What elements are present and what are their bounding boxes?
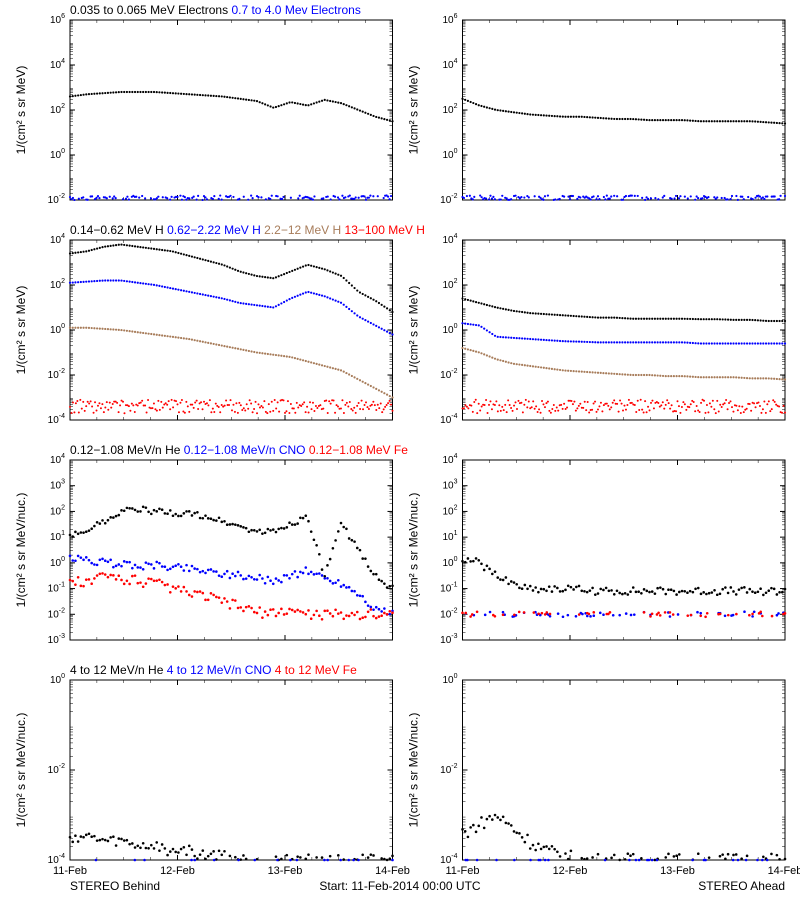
svg-text:100: 100 [50,673,65,686]
svg-text:100: 100 [442,148,457,161]
svg-text:10-4: 10-4 [48,413,65,426]
svg-text:102: 102 [50,278,65,291]
svg-text:103: 103 [442,479,457,492]
svg-text:100: 100 [442,556,457,569]
svg-text:10-1: 10-1 [440,582,457,595]
svg-text:12-Feb: 12-Feb [160,865,195,877]
svg-text:14-Feb: 14-Feb [768,865,800,877]
svg-text:102: 102 [442,504,457,517]
particle-flux-figure: 10-2 100 102 104 106 1/(cm² s sr MeV) 10-2 100 1… [0,0,800,900]
svg-text:10-2: 10-2 [440,368,457,381]
svg-text:102: 102 [50,504,65,517]
svg-text:10-3: 10-3 [48,633,65,646]
svg-text:12-Feb: 12-Feb [553,865,588,877]
svg-text:100: 100 [442,323,457,336]
svg-text:0.035 to 0.065 MeV Electrons: 0.035 to 0.065 MeV Electrons 0.7 to 4.0 … [70,3,361,17]
svg-text:14-Feb: 14-Feb [375,865,410,877]
svg-text:102: 102 [442,103,457,116]
svg-text:104: 104 [442,233,457,246]
svg-text:1/(cm² s sr MeV/nuc.): 1/(cm² s sr MeV/nuc.) [407,713,421,828]
svg-text:1/(cm² s sr MeV): 1/(cm² s sr MeV) [14,286,28,375]
svg-text:1/(cm² s sr MeV): 1/(cm² s sr MeV) [14,66,28,155]
svg-text:104: 104 [50,233,65,246]
svg-text:13-Feb: 13-Feb [268,865,303,877]
svg-text:106: 106 [442,13,457,26]
svg-text:104: 104 [442,58,457,71]
svg-text:104: 104 [442,453,457,466]
svg-text:106: 106 [50,13,65,26]
svg-text:11-Feb: 11-Feb [445,865,479,877]
svg-text:100: 100 [442,673,457,686]
svg-text:0.14−0.62 MeV H 0.62−2.22 Me: 0.14−0.62 MeV H 0.62−2.22 MeV H 2.2−12 M… [70,223,425,237]
svg-text:10-1: 10-1 [48,582,65,595]
svg-text:10-2: 10-2 [440,607,457,620]
svg-text:101: 101 [50,530,65,543]
svg-text:10-2: 10-2 [440,193,457,206]
svg-text:4 to 12 MeV/n He 4 to 12 MeV: 4 to 12 MeV/n He 4 to 12 MeV/n CNO 4 to … [70,663,357,677]
svg-text:1/(cm² s sr MeV): 1/(cm² s sr MeV) [407,286,421,375]
svg-text:103: 103 [50,479,65,492]
svg-text:0.12−1.08 MeV/n He 0.12−1.08: 0.12−1.08 MeV/n He 0.12−1.08 MeV/n CNO 0… [70,443,408,457]
svg-text:100: 100 [50,148,65,161]
svg-text:1/(cm² s sr MeV/nuc.): 1/(cm² s sr MeV/nuc.) [14,493,28,608]
svg-text:10-2: 10-2 [48,193,65,206]
svg-text:10-2: 10-2 [48,368,65,381]
svg-text:1/(cm² s sr MeV/nuc.): 1/(cm² s sr MeV/nuc.) [407,493,421,608]
svg-text:1/(cm² s sr MeV/nuc.): 1/(cm² s sr MeV/nuc.) [14,713,28,828]
svg-text:101: 101 [442,530,457,543]
svg-text:1/(cm² s sr MeV): 1/(cm² s sr MeV) [407,66,421,155]
svg-text:Start: 11-Feb-2014 00:00 UTC: Start: 11-Feb-2014 00:00 UTC [319,879,481,893]
svg-text:STEREO Behind: STEREO Behind [70,879,160,893]
svg-text:10-2: 10-2 [440,763,457,776]
svg-text:100: 100 [50,323,65,336]
svg-text:10-2: 10-2 [48,763,65,776]
svg-text:11-Feb: 11-Feb [53,865,87,877]
svg-text:102: 102 [442,278,457,291]
svg-text:STEREO Ahead: STEREO Ahead [698,879,785,893]
svg-text:10-4: 10-4 [440,413,457,426]
svg-text:100: 100 [50,556,65,569]
svg-text:10-2: 10-2 [48,607,65,620]
svg-text:10-3: 10-3 [440,633,457,646]
svg-text:104: 104 [50,58,65,71]
svg-text:102: 102 [50,103,65,116]
svg-text:13-Feb: 13-Feb [660,865,695,877]
svg-text:104: 104 [50,453,65,466]
